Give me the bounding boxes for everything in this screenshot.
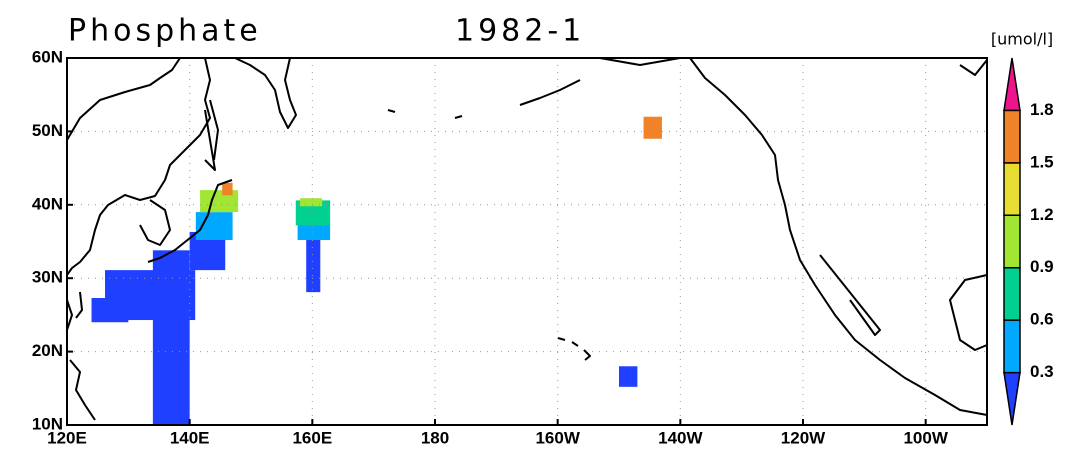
data-cell — [300, 198, 323, 207]
x-tick-label: 100W — [903, 428, 948, 447]
data-cell — [643, 116, 662, 139]
data-cell — [306, 231, 321, 293]
colorbar-segment — [1003, 57, 1021, 112]
data-cell — [619, 366, 638, 387]
coast-japan — [147, 109, 233, 263]
x-tick-label: 120E — [47, 428, 87, 447]
y-tick-label: 20N — [32, 341, 63, 360]
coast-hawaii — [557, 337, 591, 361]
colorbar-segment — [1003, 214, 1021, 269]
coast-kamchatka — [234, 57, 297, 129]
colorbar-segment — [1003, 266, 1021, 321]
x-tick-label: 160E — [292, 428, 332, 447]
y-tick-label: 50N — [32, 121, 63, 140]
colorbar-label: 0.6 — [1030, 310, 1054, 329]
coast-taiwan — [75, 291, 83, 319]
coast-philippines — [69, 359, 96, 421]
colorbar-label: 1.5 — [1030, 152, 1054, 171]
colorbar-segment — [1003, 162, 1021, 217]
colorbar-label: 0.9 — [1030, 257, 1054, 276]
colorbar-segment — [1003, 319, 1021, 374]
colorbar-label: 1.8 — [1030, 100, 1054, 119]
data-cell — [91, 298, 129, 323]
x-tick-label: 180 — [421, 428, 449, 447]
colorbar: 0.3 0.6 0.9 1.2 1.5 1.8 — [1003, 57, 1054, 426]
colorbar-segment — [1003, 109, 1021, 164]
data-cell — [222, 182, 233, 196]
y-tick-label: 30N — [32, 268, 63, 287]
x-tick-label: 140E — [170, 428, 210, 447]
coast-asia — [66, 57, 211, 331]
coast-alaska — [599, 57, 988, 416]
y-tick-label: 40N — [32, 194, 63, 213]
coast-sakhalin — [209, 99, 219, 161]
map-subtitle: 1982-1 — [455, 14, 585, 49]
y-tick-label: 10N — [32, 414, 63, 433]
colorbar-label: 1.2 — [1030, 205, 1054, 224]
x-tick-label: 140W — [658, 428, 703, 447]
coast-korea — [139, 199, 171, 246]
y-tick-label: 60N — [32, 47, 63, 66]
coast-aleutians — [387, 79, 581, 119]
map-title: Phosphate — [68, 14, 262, 49]
colorbar-segment — [1003, 371, 1021, 426]
coast-baja — [819, 254, 881, 336]
colorbar-label: 0.3 — [1030, 362, 1054, 381]
map-frame — [66, 57, 988, 426]
coastlines — [66, 57, 988, 421]
x-tick-label: 120W — [781, 428, 826, 447]
cells — [91, 116, 662, 425]
unit-label: [umol/l] — [991, 30, 1053, 49]
data-cell — [297, 222, 331, 241]
x-tick-label: 160W — [535, 428, 580, 447]
